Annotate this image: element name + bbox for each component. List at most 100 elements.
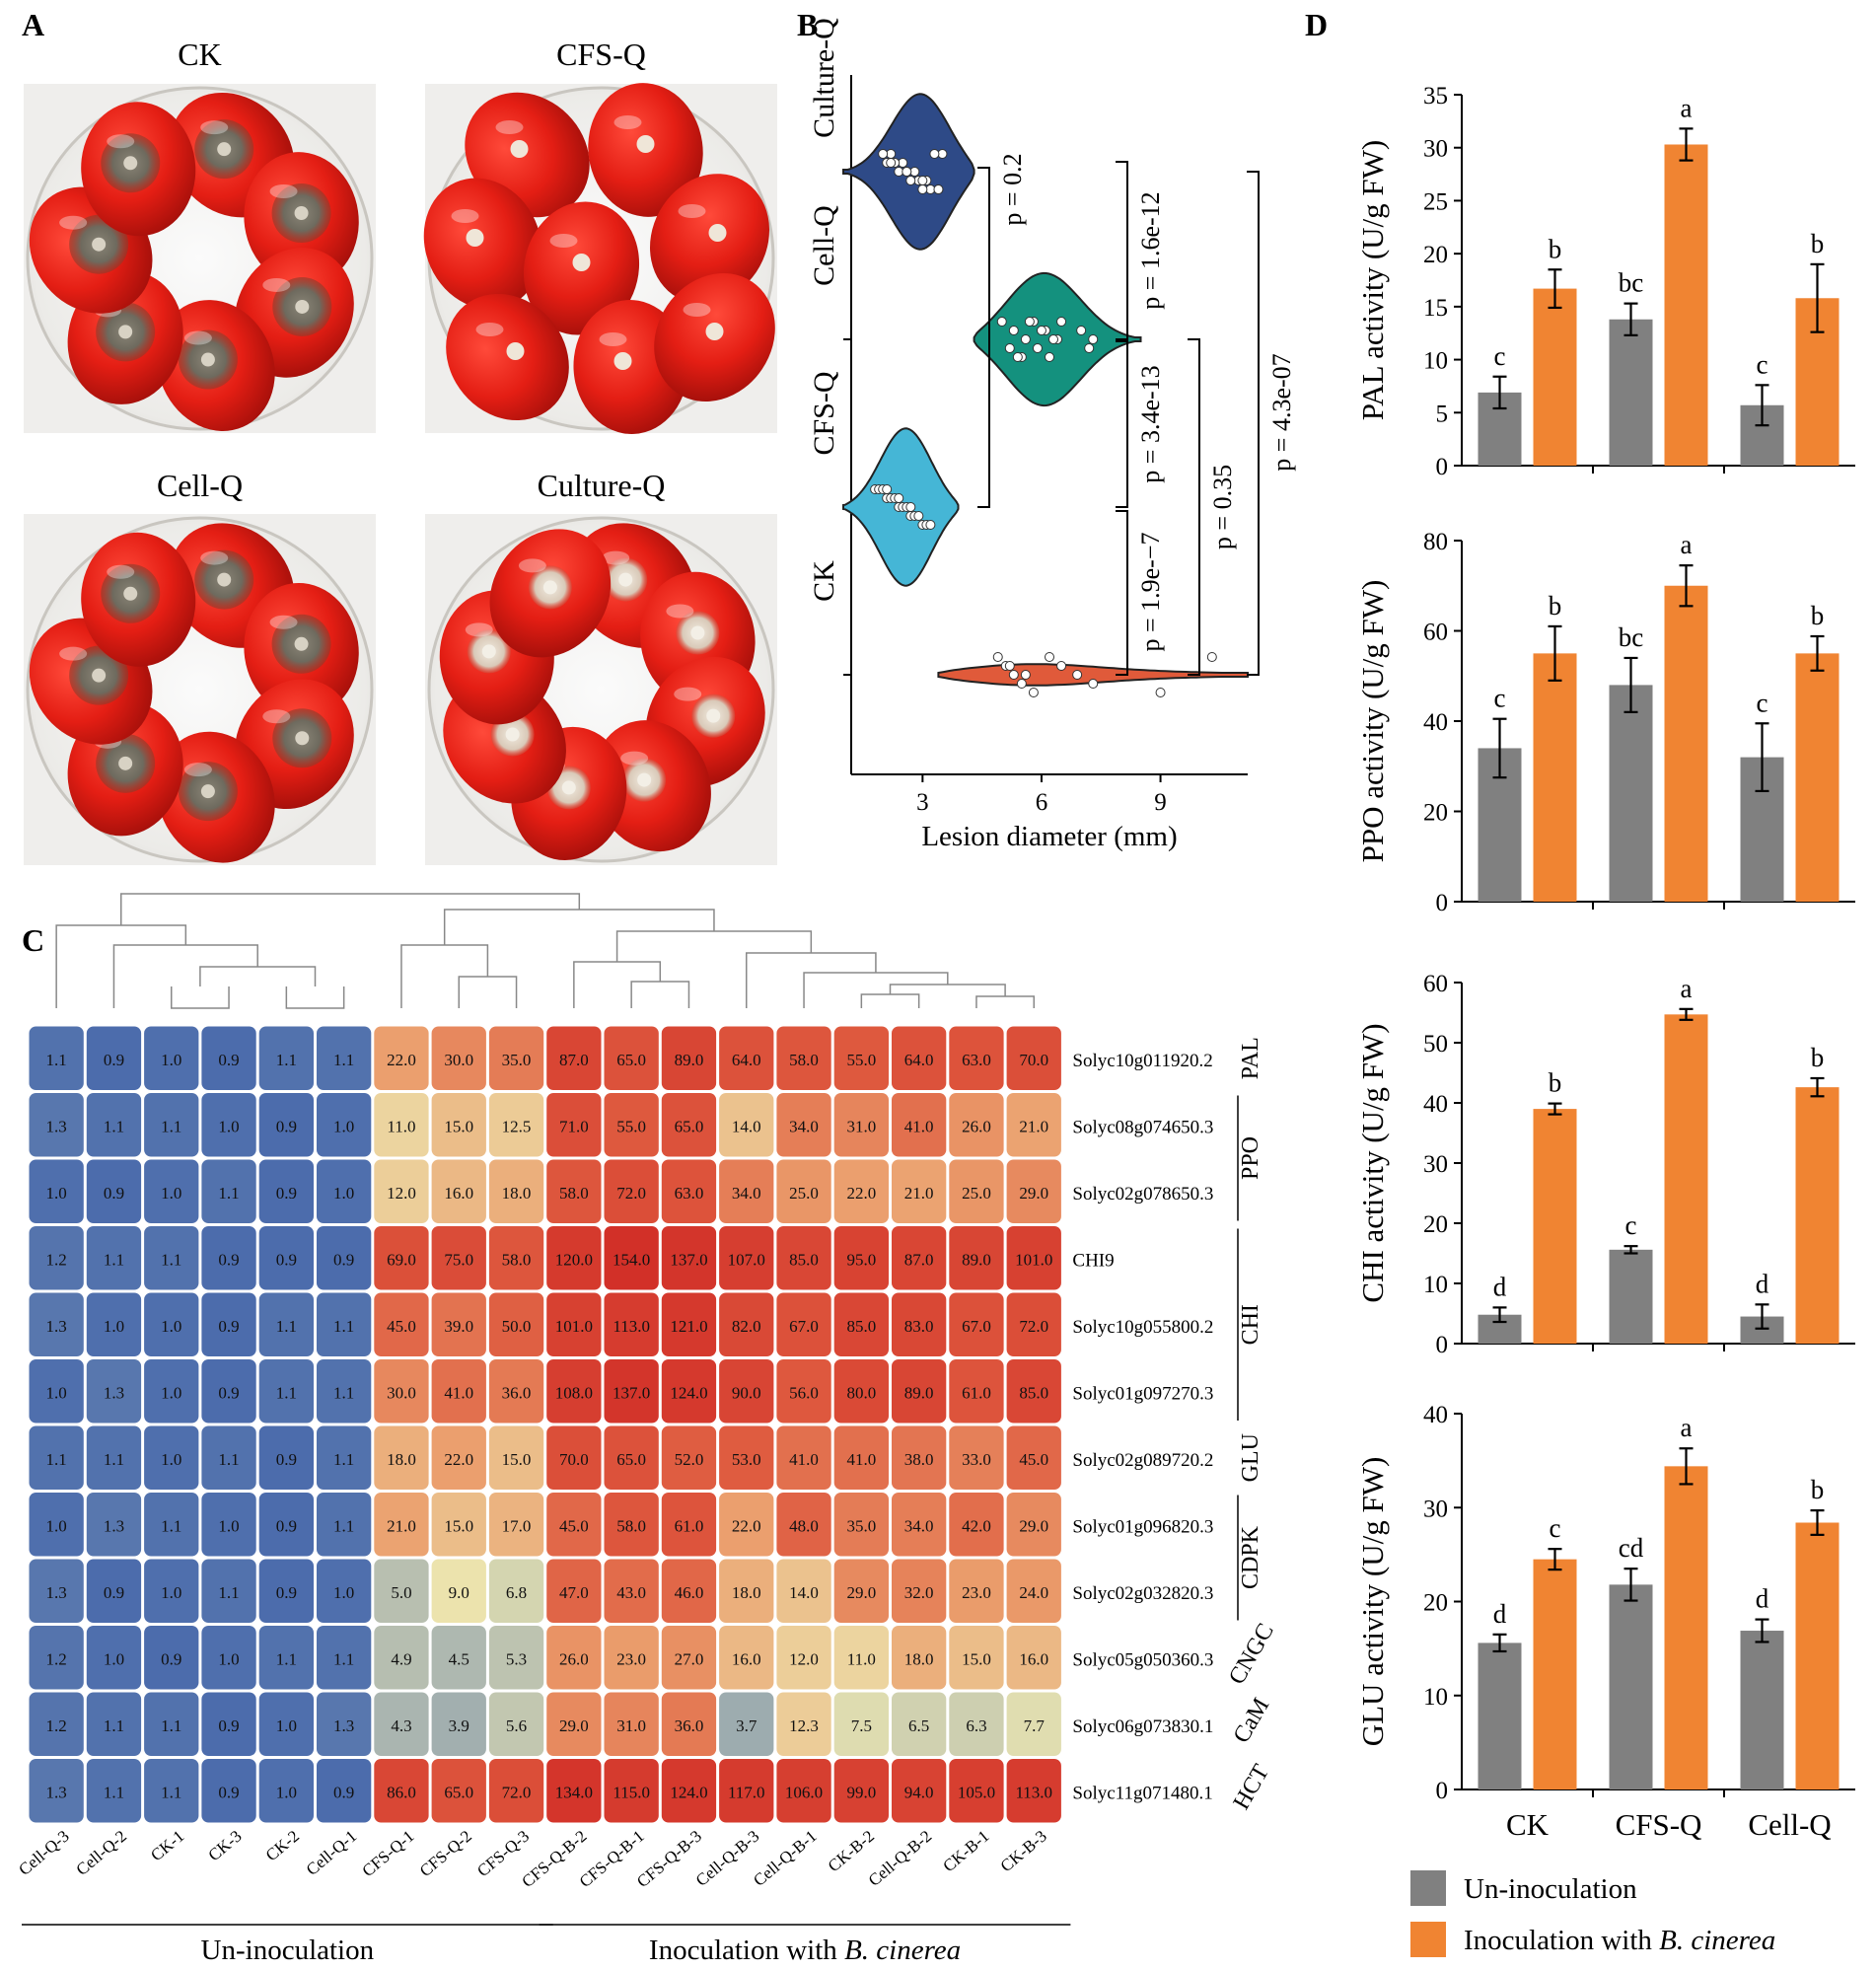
highlight	[183, 330, 212, 345]
data-point	[933, 184, 944, 194]
y-axis-title: GLU activity (U/g FW)	[1355, 1457, 1390, 1747]
wound	[200, 352, 215, 367]
cell-fill	[374, 1026, 429, 1090]
bar-uninoculated: cd	[1609, 1533, 1653, 1789]
cell-fill	[86, 1159, 142, 1223]
cell-fill	[86, 1226, 142, 1290]
cell-fill	[86, 1692, 142, 1756]
bar	[1478, 1642, 1522, 1789]
pvalue-label: p = 1.6e-12	[1136, 191, 1165, 309]
heatmap-cell: 1.3	[86, 1493, 142, 1557]
cell-value: 45.0	[1019, 1450, 1048, 1469]
heatmap-cell: 18.0	[374, 1425, 429, 1490]
tomato	[234, 248, 354, 378]
heatmap-cell: 11.0	[374, 1093, 429, 1157]
wound	[510, 140, 529, 158]
cell-value: 124.0	[670, 1383, 707, 1402]
cell-fill	[258, 1493, 314, 1557]
heatmap-cell: 63.0	[949, 1026, 1004, 1090]
cell-value: 1.0	[161, 1051, 181, 1069]
heatmap-cell: 58.0	[546, 1159, 602, 1223]
bar	[1533, 653, 1577, 902]
cell-value: 1.0	[46, 1184, 67, 1203]
bracket-line	[1116, 161, 1128, 340]
legend-swatch-inoculated	[1410, 1922, 1446, 1957]
gene-group: CNGC	[1224, 1619, 1279, 1689]
cell-fill	[317, 1626, 372, 1690]
highlight	[683, 303, 711, 317]
cell-fill	[546, 1159, 602, 1223]
tomato	[593, 720, 711, 852]
heatmap-cell: 1.0	[258, 1759, 314, 1823]
heatmap-cell: 1.1	[317, 1359, 372, 1424]
pvalue-bracket: p = 0.2	[977, 153, 1027, 508]
y-tick-label: Cell-Q	[808, 205, 840, 286]
heatmap-cell: 1.0	[144, 1359, 199, 1424]
photo-cell-q: Cell-Q	[24, 468, 376, 865]
gene-group: CHI	[1237, 1228, 1263, 1421]
tomato	[81, 532, 196, 667]
heatmap-cell: 1.0	[144, 1559, 199, 1623]
cell-fill	[604, 1692, 659, 1756]
cell-fill	[949, 1159, 1004, 1223]
cell-value: 21.0	[1019, 1117, 1048, 1135]
cell-value: 1.1	[276, 1051, 297, 1069]
wound	[636, 135, 655, 153]
heatmap-cell: 18.0	[488, 1159, 544, 1223]
heatmap-cell: 0.9	[144, 1626, 199, 1690]
heatmap-cell: 18.0	[892, 1626, 947, 1690]
cell-value: 7.5	[851, 1716, 872, 1735]
heatmap-cell: 0.9	[201, 1226, 256, 1290]
cell-fill	[949, 1226, 1004, 1290]
cell-value: 15.0	[962, 1649, 991, 1668]
heatmap-cell: 17.0	[488, 1493, 544, 1557]
wound	[295, 731, 310, 746]
cell-value: 1.0	[161, 1383, 181, 1402]
cell-value: 1.0	[161, 1317, 181, 1336]
photo-label: CFS-Q	[556, 36, 646, 72]
heatmap-row: 1.3 1.1 1.1 0.9 1.0 0.9 86.0 65.0 72.0 134.0 115.0…	[29, 1759, 1213, 1823]
cell-value: 1.1	[276, 1317, 297, 1336]
group-label: HCT	[1229, 1760, 1275, 1814]
cell-fill	[546, 1759, 602, 1823]
cell-fill	[29, 1425, 84, 1490]
cell-value: 35.0	[846, 1516, 876, 1535]
column-label: Cell-Q-B-1	[750, 1827, 821, 1890]
data-point	[929, 149, 940, 159]
heatmap-cell: 65.0	[604, 1425, 659, 1490]
cell-value: 0.9	[276, 1184, 297, 1203]
y-tick-label: 30	[1423, 1496, 1448, 1522]
cell-value: 105.0	[958, 1783, 995, 1801]
cell-fill	[29, 1626, 84, 1690]
cell-value: 0.9	[218, 1250, 239, 1269]
cell-value: 70.0	[1019, 1051, 1048, 1069]
heatmap-cell: 1.0	[317, 1559, 372, 1623]
cell-fill	[546, 1026, 602, 1090]
cell-value: 52.0	[675, 1450, 704, 1469]
tomato-fruit	[650, 174, 769, 304]
cell-fill	[144, 1226, 199, 1290]
gene-group: GLU	[1238, 1433, 1263, 1482]
cell-value: 82.0	[732, 1317, 761, 1336]
highlight	[620, 751, 649, 766]
cell-value: 1.0	[104, 1317, 124, 1336]
heatmap-cell: 1.0	[144, 1159, 199, 1223]
cell-fill	[431, 1026, 486, 1090]
heatmap-cell: 0.9	[317, 1226, 372, 1290]
column-label: CK-B-2	[825, 1827, 878, 1876]
cell-fill	[604, 1226, 659, 1290]
cell-value: 1.1	[161, 1250, 181, 1269]
cell-fill	[661, 1626, 717, 1690]
cell-value: 1.1	[104, 1450, 124, 1469]
y-axis-title: CHI activity (U/g FW)	[1355, 1023, 1390, 1302]
bar-inoculated: b	[1533, 234, 1577, 466]
cell-value: 1.0	[276, 1716, 297, 1735]
highlight	[599, 332, 627, 346]
cell-fill	[317, 1292, 372, 1356]
cell-value: 12.0	[789, 1649, 819, 1668]
heatmap-cell: 25.0	[776, 1159, 831, 1223]
tomato-fruit	[446, 293, 569, 421]
cell-value: 1.0	[333, 1184, 354, 1203]
cell-value: 95.0	[846, 1250, 876, 1269]
cell-fill	[317, 1159, 372, 1223]
